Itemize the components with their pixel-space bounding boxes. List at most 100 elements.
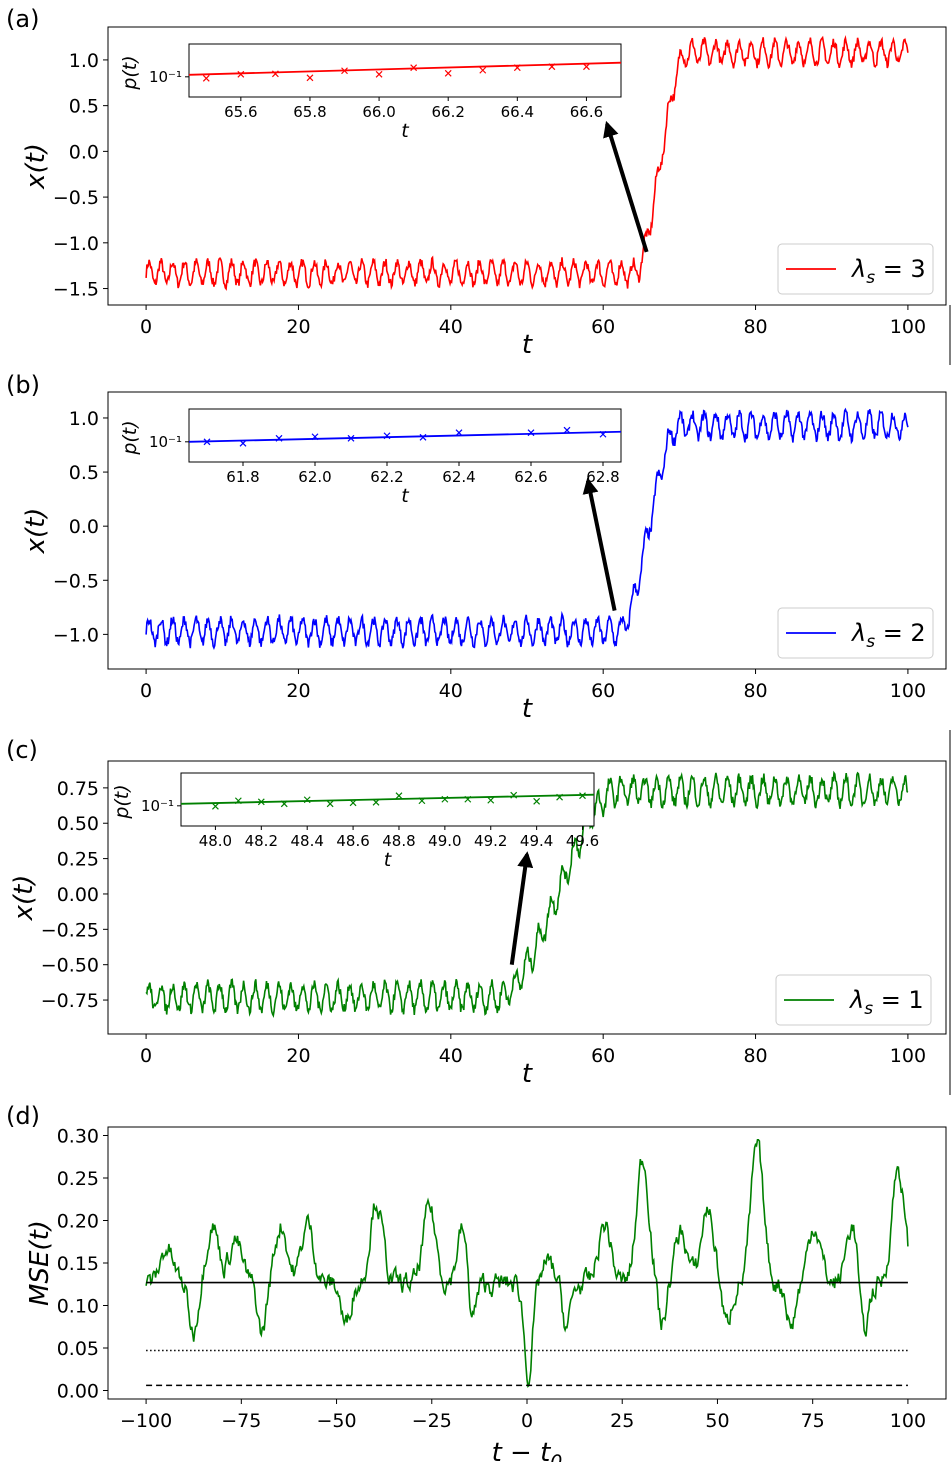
legend-label-suffix: = 1 [873, 986, 924, 1014]
legend: λs = 3 [777, 243, 934, 295]
legend-box [775, 974, 932, 1026]
y-axis-label: x(t) [21, 508, 51, 555]
x-tick-label: 20 [286, 1045, 310, 1067]
legend-label-prefix: λ [850, 255, 866, 283]
inset-point-stroke [563, 426, 571, 434]
x-tick-label: 100 [890, 1045, 926, 1067]
y-tick-label: 0.05 [57, 1338, 99, 1360]
inset-point [563, 426, 571, 434]
inset-point-stroke [533, 797, 541, 805]
panel-c: (c) 0 20 40 60 80 100 −0.75 −0.50 −0.25 0.00 0.25 0.… [6, 736, 947, 1089]
inset-point-stroke [383, 432, 391, 440]
inset-x-axis-label: t [401, 485, 410, 507]
inset-point [479, 66, 487, 74]
annotation-arrow [509, 851, 534, 965]
x-tick-label: 40 [439, 680, 463, 702]
inset-point [444, 69, 452, 77]
x-tick-label: 80 [743, 1045, 767, 1067]
y-tick-label: 0.15 [57, 1253, 99, 1275]
legend-label-suffix: = 3 [875, 255, 926, 283]
x-tick-label: 25 [610, 1410, 634, 1432]
inset-point [548, 63, 556, 71]
y-axis-label: x(t) [9, 875, 39, 922]
inset: 61.8 62.0 62.2 62.4 62.6 62.8 10⁻¹ t p(t) [119, 408, 622, 507]
inset-y-tick-label: 10⁻¹ [141, 797, 174, 815]
inset-point-stroke [303, 796, 311, 804]
inset: 65.6 65.8 66.0 66.2 66.4 66.6 10⁻¹ t p(t) [119, 43, 622, 142]
x-tick-label: 60 [591, 316, 615, 338]
inset-point-stroke [418, 797, 426, 805]
y-tick-label: −1.0 [53, 624, 99, 646]
inset-x-tick-label: 62.0 [298, 468, 331, 486]
legend-label-prefix: λ [848, 986, 864, 1014]
x-tick-label: 0 [521, 1410, 533, 1432]
inset-x-tick-label: 66.6 [570, 103, 603, 121]
annotation-arrow [582, 477, 617, 611]
x-tick-label: 60 [591, 680, 615, 702]
inset-point [257, 798, 265, 806]
y-tick-label: 0.20 [57, 1211, 99, 1233]
inset-point-stroke [479, 66, 487, 74]
x-tick-label: 100 [890, 316, 926, 338]
legend-label: λs = 2 [850, 619, 926, 652]
inset-point [395, 792, 403, 800]
x-tick-label: 0 [140, 316, 152, 338]
legend: λs = 1 [775, 974, 932, 1026]
inset-point-stroke [202, 74, 210, 82]
annotation-arrow [603, 120, 649, 253]
x-tick-label: −75 [221, 1410, 261, 1432]
legend-label-prefix: λ [850, 619, 866, 647]
inset-x-tick-label: 49.4 [520, 832, 553, 850]
inset-point [311, 433, 319, 441]
inset-point-stroke [513, 64, 521, 72]
inset-point [303, 796, 311, 804]
inset-y-tick-label: 10⁻¹ [149, 68, 182, 86]
x-axis-label-sub: 0 [550, 1451, 562, 1462]
x-tick-label: 75 [801, 1410, 825, 1432]
x-axis-label-main: t − t [492, 1438, 552, 1462]
series-line [145, 407, 909, 651]
inset-point-stroke [234, 797, 242, 805]
y-tick-label: 0.75 [57, 778, 99, 800]
inset-point-stroke [306, 74, 314, 82]
y-tick-label: 0.30 [57, 1126, 99, 1148]
inset-point [375, 70, 383, 78]
legend-label-sub: s [866, 268, 875, 288]
y-tick-label: 0.25 [57, 1168, 99, 1190]
inset-point-stroke [583, 63, 590, 71]
inset-x-tick-label: 62.8 [586, 468, 619, 486]
inset-point-stroke [326, 800, 334, 808]
inset-x-tick-label: 62.6 [514, 468, 547, 486]
inset-point-stroke [280, 800, 288, 808]
inset-point [275, 434, 283, 442]
inset-point-stroke [464, 795, 472, 803]
inset-point [372, 798, 380, 806]
y-tick-label: 0.0 [69, 516, 99, 538]
x-tick-label: 80 [743, 680, 767, 702]
inset-frame [188, 408, 622, 463]
inset-point [203, 438, 211, 446]
inset-point-stroke [203, 438, 211, 446]
x-tick-label: 50 [705, 1410, 729, 1432]
inset-point [464, 795, 472, 803]
inset-point-stroke [410, 64, 418, 72]
inset-point [513, 64, 521, 72]
y-tick-label: 0.0 [69, 141, 99, 163]
inset-point-stroke [510, 791, 518, 799]
y-tick-label: 1.0 [69, 50, 99, 72]
inset-point-stroke [556, 793, 564, 801]
y-tick-label: 0.00 [57, 884, 99, 906]
inset-point [599, 430, 607, 438]
inset-x-tick-label: 48.0 [199, 832, 232, 850]
inset-x-tick-label: 49.0 [428, 832, 461, 850]
inset-point [419, 433, 427, 441]
inset-frame [188, 43, 622, 98]
inset-point-stroke [271, 70, 279, 78]
panel-label: (c) [6, 736, 38, 764]
inset-point [234, 797, 242, 805]
inset-point [441, 795, 449, 803]
inset-point-stroke [375, 70, 383, 78]
inset-point-stroke [441, 795, 449, 803]
y-tick-label: −1.0 [53, 233, 99, 255]
legend-label-suffix: = 2 [875, 619, 926, 647]
